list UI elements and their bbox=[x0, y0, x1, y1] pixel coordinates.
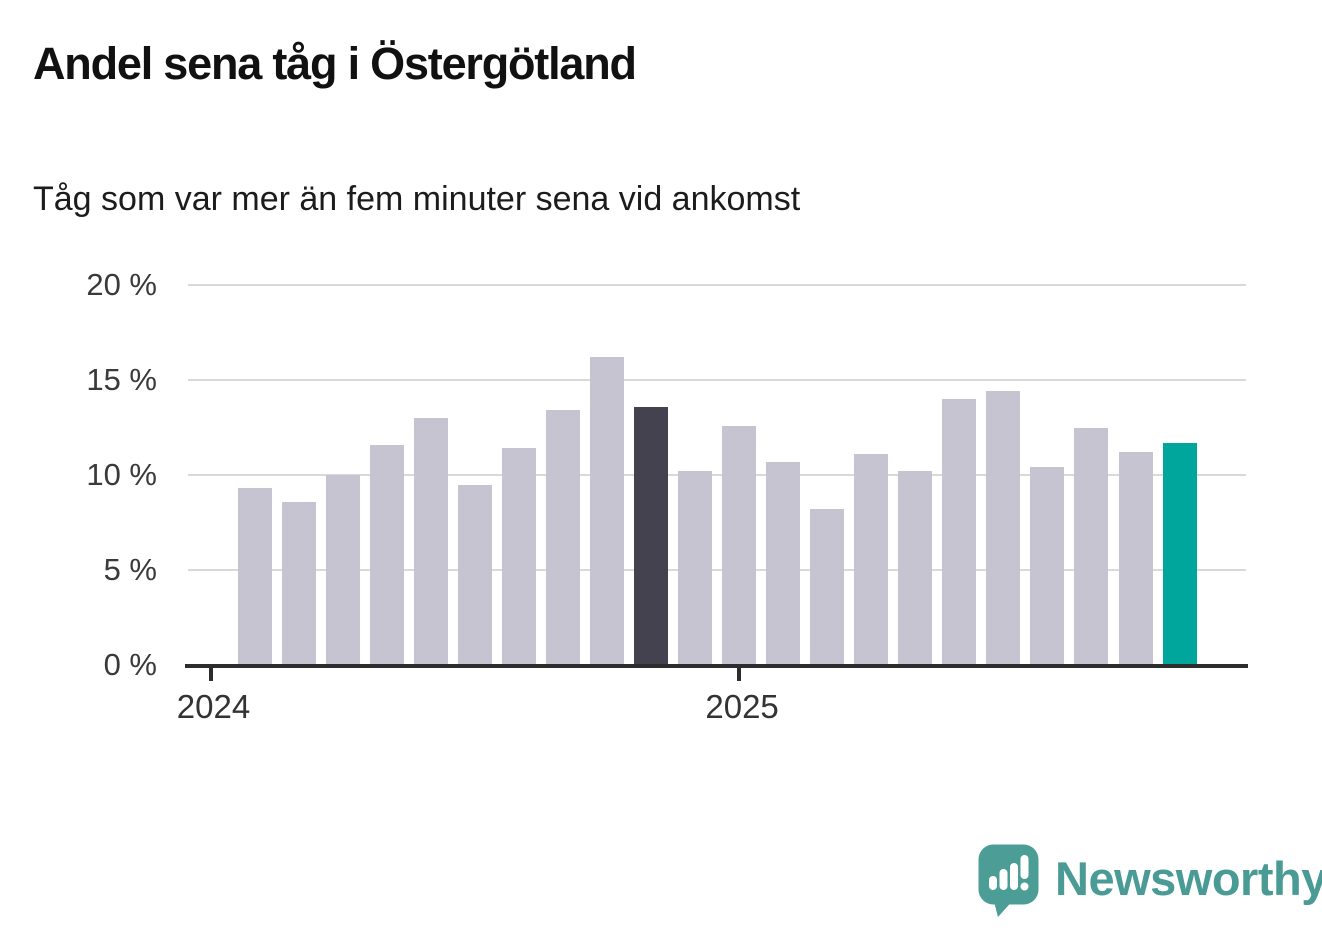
bar-2025-08[interactable] bbox=[1074, 427, 1109, 665]
bar-2025-05[interactable] bbox=[942, 399, 977, 665]
bar-2024-06[interactable] bbox=[457, 484, 492, 665]
plot-area bbox=[185, 284, 1248, 665]
y-tick-label-15: 15 % bbox=[86, 362, 157, 397]
bar-2025-07[interactable] bbox=[1030, 467, 1065, 665]
bar-2025-04[interactable] bbox=[898, 471, 933, 665]
bar-2025-10[interactable] bbox=[1162, 442, 1197, 665]
bar-2024-01[interactable] bbox=[237, 488, 272, 665]
bar-2024-05[interactable] bbox=[413, 418, 448, 665]
chart-subtitle: Tåg som var mer än fem minuter sena vid … bbox=[33, 180, 801, 218]
bar-2024-10[interactable] bbox=[633, 406, 668, 665]
bar-2024-08[interactable] bbox=[545, 410, 580, 665]
x-tick-2024 bbox=[208, 668, 213, 681]
bar-2025-02[interactable] bbox=[810, 509, 845, 665]
x-tick-label-2024: 2024 bbox=[176, 688, 251, 725]
gridline-15 bbox=[188, 379, 1246, 381]
y-tick-label-20: 20 % bbox=[86, 267, 157, 302]
bar-2025-06[interactable] bbox=[986, 391, 1021, 665]
x-tick-label-2025: 2025 bbox=[705, 688, 779, 725]
bar-2025-01[interactable] bbox=[766, 461, 801, 665]
bar-2024-02[interactable] bbox=[281, 501, 316, 665]
y-tick-label-10: 10 % bbox=[86, 457, 157, 492]
bar-2024-12[interactable] bbox=[722, 425, 757, 665]
y-tick-label-0: 0 % bbox=[103, 647, 157, 682]
newsworthy-logo-icon bbox=[978, 844, 1039, 923]
x-tick-2025 bbox=[737, 668, 742, 681]
newsworthy-logo[interactable]: Newsworthy bbox=[978, 844, 1322, 923]
gridline-20 bbox=[188, 284, 1246, 286]
newsworthy-logo-text: Newsworthy bbox=[1055, 851, 1322, 905]
y-tick-label-5: 5 % bbox=[103, 552, 157, 587]
bar-2025-03[interactable] bbox=[854, 454, 889, 665]
bar-2024-07[interactable] bbox=[501, 448, 536, 665]
bar-2024-11[interactable] bbox=[678, 471, 712, 665]
bar-2024-03[interactable] bbox=[325, 475, 360, 665]
bar-2025-09[interactable] bbox=[1118, 452, 1153, 665]
gridline-5 bbox=[188, 569, 1246, 571]
bar-2024-04[interactable] bbox=[369, 444, 404, 665]
x-axis-line bbox=[185, 664, 1248, 668]
gridline-10 bbox=[188, 474, 1246, 476]
chart-title: Andel sena tåg i Östergötland bbox=[33, 38, 637, 89]
bar-2024-09[interactable] bbox=[589, 357, 624, 665]
